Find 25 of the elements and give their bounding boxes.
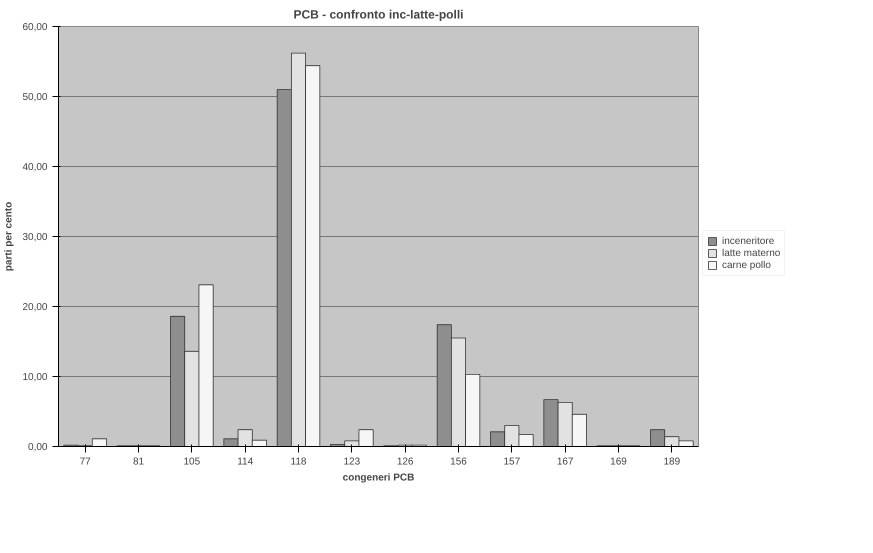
x-tick-label: 156 xyxy=(450,456,468,468)
x-tick-label: 123 xyxy=(343,456,361,468)
x-tick-label: 126 xyxy=(396,456,414,468)
chart-title: PCB - confronto inc-latte-polli xyxy=(294,8,464,22)
y-tick-label: 60,00 xyxy=(22,22,48,33)
legend-label: carne pollo xyxy=(722,259,771,271)
y-tick-label: 10,00 xyxy=(22,372,48,383)
legend-label: inceneritore xyxy=(722,235,774,247)
x-tick-label: 77 xyxy=(80,456,92,468)
y-tick-label: 20,00 xyxy=(22,302,48,313)
x-tick-label: 157 xyxy=(503,456,521,468)
x-tick-label: 105 xyxy=(183,456,201,468)
x-axis-title: congeneri PCB xyxy=(342,472,414,484)
x-tick-label: 114 xyxy=(237,456,254,468)
legend-label: latte materno xyxy=(722,247,780,259)
x-tick-label: 189 xyxy=(663,456,681,468)
y-tick-label: 50,00 xyxy=(22,92,48,103)
y-tick-label: 0,00 xyxy=(28,442,48,453)
x-tick-label: 169 xyxy=(610,456,628,468)
y-tick-label: 30,00 xyxy=(22,232,48,243)
x-tick-label: 167 xyxy=(556,456,574,468)
y-axis-title: parti per cento xyxy=(3,202,14,272)
y-tick-label: 40,00 xyxy=(22,162,48,173)
x-tick-label: 118 xyxy=(290,456,307,468)
x-tick-label: 81 xyxy=(132,456,144,468)
